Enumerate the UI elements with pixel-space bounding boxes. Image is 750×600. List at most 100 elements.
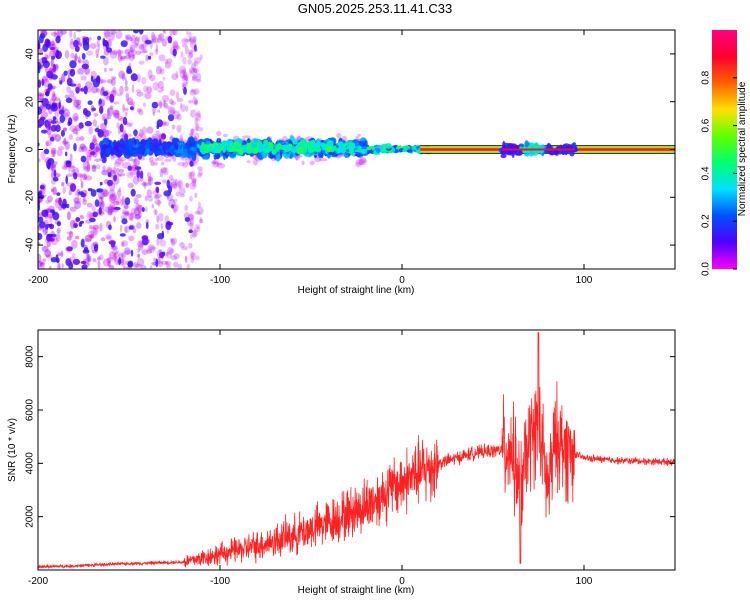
noise-blob xyxy=(142,126,147,135)
noise-blob xyxy=(194,117,199,126)
noise-blob xyxy=(38,79,42,88)
noise-blob xyxy=(169,107,176,115)
noise-blob xyxy=(92,211,98,218)
noise-blob xyxy=(142,102,146,107)
noise-blob xyxy=(126,210,130,216)
noise-blob xyxy=(130,167,136,172)
noise-blob xyxy=(145,206,148,212)
noise-blob xyxy=(72,68,76,74)
noise-blob xyxy=(160,120,167,125)
noise-blob xyxy=(118,257,122,266)
spectrogram-y-tick-label: 40 xyxy=(25,48,36,60)
noise-blob xyxy=(52,63,56,72)
noise-blob xyxy=(118,187,122,193)
noise-blob xyxy=(191,67,198,75)
noise-blob xyxy=(121,73,125,82)
noise-blob xyxy=(60,250,64,258)
noise-blob xyxy=(113,206,121,211)
noise-blob xyxy=(155,44,159,53)
spectrogram-y-tick-label: -20 xyxy=(25,190,36,205)
noise-blob xyxy=(152,262,157,267)
noise-blob xyxy=(160,223,164,230)
noise-blob xyxy=(124,111,128,117)
snr-y-label: SNR (10 * v/v) xyxy=(7,418,18,482)
noise-blob xyxy=(61,182,65,187)
noise-blob xyxy=(125,92,130,102)
noise-blob xyxy=(189,181,197,190)
noise-blob xyxy=(100,86,105,93)
noise-blob xyxy=(181,37,189,45)
noise-blob xyxy=(135,36,141,42)
noise-blob xyxy=(147,176,154,186)
noise-blob xyxy=(115,30,123,40)
noise-blob xyxy=(44,119,50,128)
band-tail xyxy=(384,143,392,149)
noise-blob xyxy=(39,184,45,190)
noise-blob xyxy=(107,107,114,117)
noise-blob xyxy=(184,72,189,82)
noise-blob xyxy=(73,116,79,121)
noise-blob xyxy=(74,200,82,210)
noise-blob xyxy=(161,86,165,91)
noise-blob xyxy=(50,124,57,132)
noise-blob xyxy=(41,228,45,233)
noise-blob xyxy=(92,119,98,127)
band-blob xyxy=(105,147,111,156)
noise-blob xyxy=(84,67,91,76)
noise-blob xyxy=(95,145,99,153)
noise-blob xyxy=(116,50,124,55)
noise-blob xyxy=(63,137,67,146)
spectrogram-y-tick-label: 20 xyxy=(25,96,36,108)
noise-blob xyxy=(189,40,197,49)
noise-blob xyxy=(113,200,120,205)
noise-blob xyxy=(138,211,142,219)
noise-blob xyxy=(53,97,61,102)
noise-blob xyxy=(141,76,147,85)
noise-blob xyxy=(126,97,134,106)
noise-blob xyxy=(110,32,115,41)
noise-blob xyxy=(184,45,189,55)
noise-blob xyxy=(38,216,44,223)
noise-blob xyxy=(38,224,43,231)
noise-blob xyxy=(103,30,111,38)
noise-blob xyxy=(155,258,159,268)
band-halo xyxy=(301,160,305,166)
colorbar-tick-label: 0.6 xyxy=(701,118,712,132)
band-halo xyxy=(318,158,328,162)
band-tail xyxy=(345,149,350,152)
noise-blob xyxy=(198,169,203,177)
noise-blob xyxy=(189,222,194,230)
noise-blob xyxy=(172,30,176,35)
noise-blob xyxy=(74,53,78,62)
noise-blob xyxy=(96,188,104,193)
noise-blob xyxy=(44,249,51,258)
noise-blob xyxy=(133,30,139,34)
noise-blob xyxy=(158,212,164,222)
noise-blob xyxy=(138,60,145,65)
noise-blob xyxy=(46,208,54,213)
noise-blob xyxy=(63,127,67,133)
noise-blob xyxy=(177,180,182,189)
noise-blob xyxy=(85,149,93,158)
noise-blob xyxy=(81,145,88,152)
noise-blob xyxy=(155,186,160,194)
noise-blob xyxy=(177,179,184,189)
band-blob xyxy=(102,140,110,146)
band-halo xyxy=(157,135,163,141)
noise-blob xyxy=(106,79,113,84)
noise-blob xyxy=(130,188,136,197)
noise-blob xyxy=(106,166,113,174)
band-halo xyxy=(179,134,183,142)
noise-blob xyxy=(141,235,149,241)
noise-blob xyxy=(136,222,142,229)
band-halo xyxy=(358,158,367,165)
noise-blob xyxy=(49,67,54,72)
noise-blob xyxy=(42,78,50,87)
noise-blob xyxy=(99,181,103,186)
noise-blob xyxy=(41,209,49,217)
band-blob xyxy=(155,138,159,147)
noise-blob xyxy=(109,239,116,245)
band-halo xyxy=(336,133,342,139)
noise-blob xyxy=(79,173,83,182)
snr-x-axis: -200 -100 0 100 xyxy=(28,330,593,587)
